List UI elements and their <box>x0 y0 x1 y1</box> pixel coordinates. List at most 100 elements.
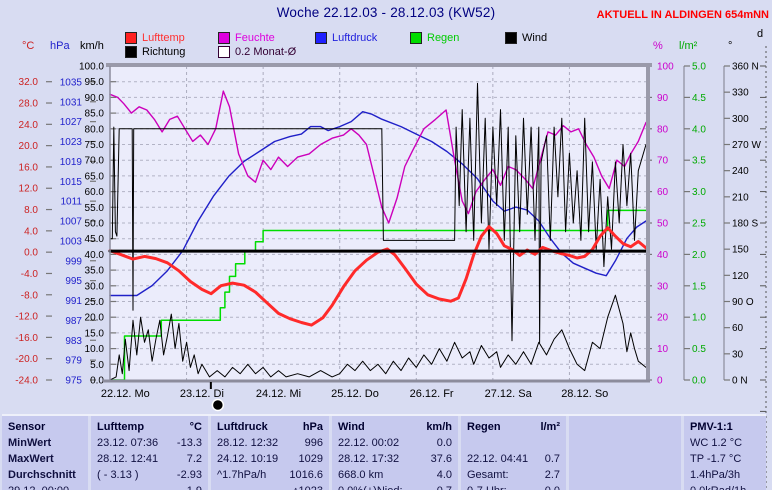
axis-tick-label: 100.0 <box>79 62 104 73</box>
axis-tick-label: 120 <box>732 271 749 282</box>
status-banner: AKTUELL IN ALDINGEN 654mNN <box>596 9 769 21</box>
axis-unit-km/h: km/h <box>80 40 104 52</box>
legend-item-0-2-monat-: 0.2 Monat-Ø <box>218 46 296 58</box>
grid-lines <box>110 66 646 380</box>
axis-tick-label: 8.0 <box>24 205 38 216</box>
axis-tick-label: 24.0 <box>19 120 39 131</box>
page-title: Woche 22.12.03 - 28.12.03 (KW52) <box>276 5 496 20</box>
x-axis-day-labels: 22.12. Mo 23.12. Di 24.12. Mi 25.12. Do 26.1… <box>101 388 608 400</box>
axis-tick-label: 1031 <box>60 97 83 108</box>
axis-tick-label: -20.0 <box>15 354 38 365</box>
axis-tick-label: 80.0 <box>85 124 105 135</box>
legend-item-feuchte: Feuchte <box>218 32 275 44</box>
column-header: PMV-1:1 <box>690 421 733 433</box>
cell-value: 0.0 <box>545 483 560 490</box>
axis-tick-label: 5.0 <box>90 360 104 371</box>
axis-tick-label: 1.5 <box>692 281 706 292</box>
column-unit: l/m² <box>540 421 560 433</box>
legend-swatch-icon <box>315 32 327 44</box>
axis-tick-label: 330 <box>732 88 749 99</box>
plot-frame <box>103 63 652 383</box>
series-lufttemp <box>108 225 648 327</box>
table-row: 668.0 km 4.0 <box>338 467 452 483</box>
column-header: Wind <box>338 421 365 433</box>
column-unit: °C <box>189 421 202 433</box>
axis-unit-hPa: hPa <box>50 40 70 52</box>
legend-label: Luftdruck <box>332 32 378 44</box>
cell-text: WC 1.2 °C <box>690 437 743 449</box>
legend-swatch-icon <box>218 32 230 44</box>
table-row: Durchschnitt <box>8 467 82 483</box>
axis-tick-label: 10 <box>657 344 669 355</box>
axis-tick-label: 60.0 <box>85 187 105 198</box>
table-row: 23.12. 07:36 -13.3 <box>97 435 202 451</box>
table-row: ^1.7hPa/h 1016.6 <box>217 467 323 483</box>
axis-tick-label: 20 <box>657 313 669 324</box>
legend-swatch-icon <box>125 46 137 58</box>
table-column-luftdruck: Luftdruck hPa 28.12. 12:32 996 24.12. 10:19 1… <box>211 416 329 490</box>
axis-tick-label: 15.0 <box>85 328 105 339</box>
axis-tick-label: 32.0 <box>19 77 39 88</box>
cell-value: 996 <box>304 437 323 449</box>
axis-tick-label: 20.0 <box>19 141 39 152</box>
column-header: Sensor <box>8 421 46 433</box>
axis-tick-label: 1023 <box>60 137 83 148</box>
column-header: Luftdruck <box>217 421 268 433</box>
series-richtung <box>109 82 647 343</box>
axis-tick-label: 180 S <box>732 219 758 230</box>
series-regen <box>109 209 647 381</box>
legend-swatch-icon <box>125 32 137 44</box>
axis-tick-label: 2.0 <box>692 250 706 261</box>
axis-tick-label: 30.0 <box>85 281 105 292</box>
axis-tick-label: 90 O <box>732 297 754 308</box>
legend-label: Wind <box>522 32 548 44</box>
axis-tick-label: 2.5 <box>692 219 706 230</box>
day-label: 25.12. Do <box>331 388 379 400</box>
axis-tick-label: 90 <box>657 93 669 104</box>
legend-label: Feuchte <box>235 32 275 44</box>
cell-value: 0.7 <box>437 483 452 490</box>
day-label: 24.12. Mi <box>256 388 301 400</box>
axis-tick-label: 987 <box>65 316 82 327</box>
cell-value: -2.93 <box>176 469 202 481</box>
cell-text: Gesamt: <box>467 469 509 481</box>
cell-text: 22.12. 00:02 <box>338 437 400 449</box>
axis-tick-label: 0.0 <box>90 376 104 387</box>
cell-text: 28.12. 12:41 <box>97 453 159 465</box>
cell-text: 0.0kRad/1h <box>690 483 746 490</box>
legend-item-richtung: Richtung <box>125 46 185 58</box>
axis-tick-label: 360 N <box>732 62 759 73</box>
table-row: 1.4hPa/3h <box>690 467 764 483</box>
table-row: Gesamt: 2.7 <box>467 467 560 483</box>
axis-tick-label: 240 <box>732 166 749 177</box>
cell-text: ^1.7hPa/h <box>217 469 267 481</box>
cell-text: 1.4hPa/3h <box>690 469 741 481</box>
day-label: 27.12. Sa <box>485 388 533 400</box>
axis-tick-label: 85.0 <box>85 109 105 120</box>
table-row: 22.12. 04:41 0.7 <box>467 451 560 467</box>
table-row: 22.12. 00:02 0.0 <box>338 435 452 451</box>
cell-text: 28.12. 17:32 <box>338 453 400 465</box>
table-row: 28.12. 17:32 37.6 <box>338 451 452 467</box>
table-row: 28.12. 12:41 7.2 <box>97 451 202 467</box>
cell-text: TP -1.7 °C <box>690 453 742 465</box>
axis-tick-label: 210 <box>732 192 749 203</box>
axis-tick-label: 4.0 <box>24 226 38 237</box>
axis-kmh: 100.0 95.0 90.0 85.0 80.0 75.0 70.0 65.0 60.0 55.… <box>79 62 116 387</box>
axis-tick-label: 20.0 <box>85 313 105 324</box>
cell-value: 7.2 <box>186 453 202 465</box>
axis-tick-label: 0.0 <box>692 376 706 387</box>
table-column-regen: Regen l/m² 22.12. 04:41 0.7 Gesamt: 2.7 0-7 Uh… <box>461 416 566 490</box>
axis-tick-label: 60 <box>657 187 669 198</box>
cell-text: 23.12. 07:36 <box>97 437 159 449</box>
axis-tick-label: 3.0 <box>692 187 706 198</box>
series-luftdruck <box>109 110 647 297</box>
legend-item-wind: Wind <box>505 32 547 44</box>
legend-label: Regen <box>427 32 460 44</box>
axis-tick-label: 50.0 <box>85 219 105 230</box>
day-label: 22.12. Mo <box>101 388 150 400</box>
table-row <box>575 483 675 490</box>
axis-tick-label: 1015 <box>60 177 83 188</box>
cell-value: ↑1023 <box>293 483 323 490</box>
